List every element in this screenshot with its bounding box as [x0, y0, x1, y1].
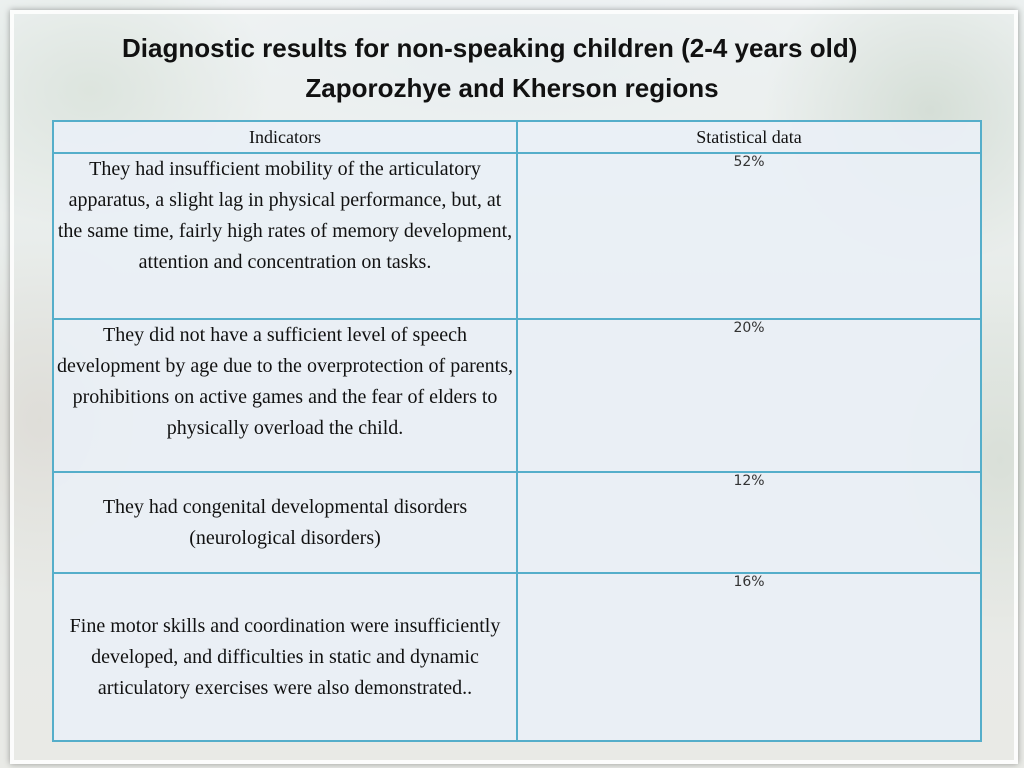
title-line-1: Diagnostic results for non-speaking chil…: [122, 33, 858, 63]
value-cell: 52%: [516, 152, 982, 320]
title-line-2: Zaporozhye and Kherson regions: [305, 73, 719, 103]
table-row: They did not have a sufficient level of …: [52, 318, 982, 473]
header-statistical-data: Statistical data: [516, 120, 982, 154]
value-cell: 16%: [516, 572, 982, 742]
indicator-cell: Fine motor skills and coordination were …: [52, 572, 518, 742]
table-row: They had congenital developmental disord…: [52, 471, 982, 574]
table-row: Fine motor skills and coordination were …: [52, 572, 982, 742]
slide-title: Diagnostic results for non-speaking chil…: [0, 28, 1024, 108]
header-indicators: Indicators: [52, 120, 518, 154]
table-header-row: Indicators Statistical data: [52, 120, 982, 154]
indicator-cell: They had congenital developmental disord…: [52, 471, 518, 574]
table-row: They had insufficient mobility of the ar…: [52, 152, 982, 320]
value-cell: 20%: [516, 318, 982, 473]
slide-frame: [10, 10, 1018, 764]
indicator-cell: They did not have a sufficient level of …: [52, 318, 518, 473]
value-cell: 12%: [516, 471, 982, 574]
results-table: Indicators Statistical data They had ins…: [52, 120, 982, 742]
indicator-cell: They had insufficient mobility of the ar…: [52, 152, 518, 320]
